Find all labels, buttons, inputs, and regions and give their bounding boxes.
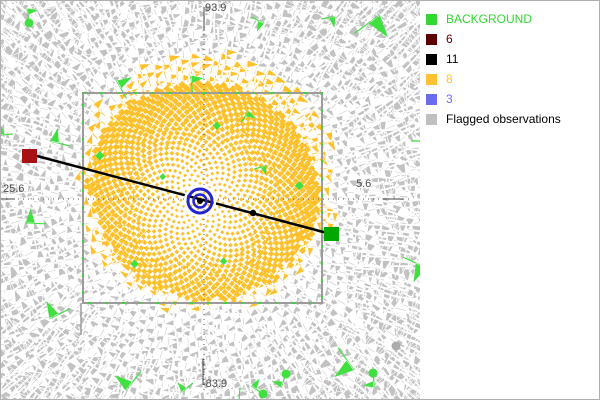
axis-label-right: 5.6 (356, 178, 372, 190)
axis-ticks (1, 7, 403, 385)
legend-swatch-background (426, 13, 437, 25)
legend-label: 11 (446, 52, 459, 66)
legend-swatch-3 (426, 93, 437, 105)
legend-item-8: 8 (426, 69, 596, 89)
legend-swatch-8 (426, 73, 437, 85)
axis-label-bottom: -83.9 (202, 378, 228, 390)
legend-item-flagged: Flagged observations (426, 109, 596, 129)
legend-swatch-flagged (426, 113, 437, 125)
legend-label: BACKGROUND (446, 12, 533, 26)
crosshair-dotted-lines (3, 9, 411, 393)
legend-swatch-6 (426, 33, 437, 45)
pointing-bullseye (183, 184, 217, 218)
axis-label-top: 93.9 (205, 2, 227, 14)
legend-item-background: BACKGROUND (426, 9, 596, 29)
region-outline-rect (80, 92, 323, 335)
legend-label: 8 (446, 72, 453, 86)
legend-label: Flagged observations (446, 112, 561, 126)
legend: BACKGROUND 6 11 8 3 Flagged observations (426, 9, 596, 129)
legend-label: 3 (446, 92, 453, 106)
flagged-observations-field (1, 1, 420, 399)
legend-item-6: 6 (426, 29, 596, 49)
legend-item-3: 3 (426, 89, 596, 109)
slew-line (36, 154, 332, 236)
legend-label: 6 (446, 32, 453, 46)
legend-swatch-11 (426, 53, 437, 65)
legend-item-11: 11 (426, 49, 596, 69)
source-markers (1, 8, 378, 399)
axis-label-left: 25.6 (3, 183, 25, 195)
